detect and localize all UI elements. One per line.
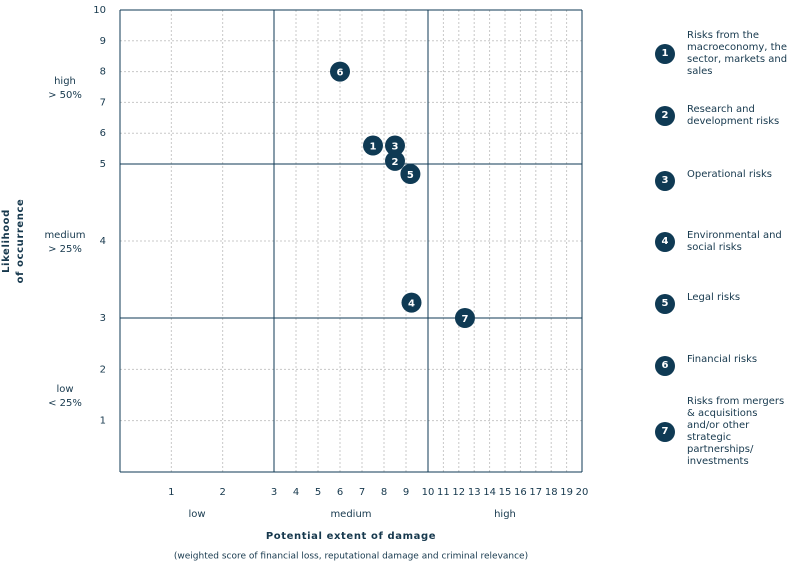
x-tick-label: 14: [483, 487, 496, 498]
x-tick-label: 7: [359, 487, 365, 498]
legend-text: Financial risks: [687, 354, 758, 365]
risk-point-label: 3: [392, 142, 399, 153]
risk-point-label: 6: [337, 68, 344, 79]
risk-point-label: 7: [461, 314, 468, 325]
x-tick-label: 19: [560, 487, 573, 498]
legend-item: 6 Financial risks: [655, 354, 795, 376]
x-tick-label: 2: [219, 487, 225, 498]
risk-point: [385, 150, 405, 171]
x-tick-label: 4: [293, 487, 299, 498]
legend-item: 7 Risks from mergers & acquisitions and/o…: [655, 396, 795, 468]
y-tick-label: 5: [100, 159, 106, 170]
y-axis-title-group: Likelihood of occurrence: [1, 199, 26, 284]
risk-point-label: 4: [408, 299, 415, 310]
risk-point-label: 5: [407, 170, 414, 181]
legend-badge: 1: [655, 44, 675, 64]
risk-point-label: 1: [370, 142, 377, 153]
x-tick-label: 9: [403, 487, 409, 498]
y-tick-label: 9: [100, 36, 106, 47]
risk-point: [400, 164, 421, 185]
legend-text: Risks from the macroeconomy, the sector,…: [687, 30, 788, 77]
x-tick-label: 8: [381, 487, 387, 498]
legend-item: 5 Legal risks: [655, 292, 795, 314]
legend-badge: 7: [655, 422, 675, 442]
x-tick-label: 13: [468, 487, 481, 498]
y-region-note: > 25%: [48, 244, 82, 255]
y-axis-title: of occurrence: [15, 199, 26, 284]
x-tick-label: 20: [576, 487, 589, 498]
y-region-note: < 25%: [48, 398, 82, 409]
y-tick-label: 4: [100, 236, 106, 247]
legend-text: Legal risks: [687, 292, 741, 303]
risk-point: [330, 61, 350, 82]
legend-item: 1 Risks from the macroeconomy, the sector…: [655, 30, 795, 78]
risk-point: [454, 308, 475, 328]
x-region-label: low: [188, 509, 205, 520]
y-region-label: high: [54, 76, 76, 87]
x-axis-title: Potential extent of damage: [266, 531, 436, 542]
risk-point: [363, 135, 383, 156]
y-tick-label: 1: [100, 416, 106, 427]
y-tick-label: 3: [100, 313, 106, 324]
risk-point: [401, 292, 422, 313]
x-tick-label: 6: [337, 487, 343, 498]
x-tick-label: 15: [499, 487, 512, 498]
legend-badge: 2: [655, 106, 675, 126]
x-region-label: medium: [330, 509, 371, 520]
x-tick-label: 3: [271, 487, 277, 498]
y-tick-label: 10: [93, 5, 106, 16]
x-axis-subtitle: (weighted score of financial loss, reput…: [174, 552, 528, 562]
y-tick-label: 8: [100, 67, 106, 78]
y-region-label: medium: [44, 230, 85, 241]
legend-badge: 6: [655, 356, 675, 376]
x-tick-label: 17: [529, 487, 542, 498]
y-tick-label: 2: [100, 364, 106, 375]
legend-badge: 3: [655, 171, 675, 191]
x-region-label: high: [494, 509, 516, 520]
x-tick-label: 11: [437, 487, 450, 498]
legend-item: 2 Research and development risks: [655, 104, 795, 128]
x-tick-label: 18: [545, 487, 558, 498]
x-tick-label: 1: [168, 487, 174, 498]
y-tick-label: 7: [100, 97, 106, 108]
risk-point: [385, 135, 405, 156]
legend-text: Risks from mergers & acquisitions and/or…: [687, 396, 785, 467]
risk-point-label: 2: [392, 157, 399, 168]
x-tick-label: 10: [422, 487, 435, 498]
y-tick-label: 6: [100, 128, 106, 139]
legend-badge: 5: [655, 294, 675, 314]
legend-item: 3 Operational risks: [655, 169, 795, 191]
legend-text: Operational risks: [687, 169, 772, 180]
x-tick-label: 5: [315, 487, 321, 498]
y-region-note: > 50%: [48, 90, 82, 101]
y-axis-title: Likelihood: [1, 209, 12, 273]
y-region-label: low: [56, 384, 73, 395]
legend-text: Research and development risks: [687, 104, 780, 127]
x-tick-label: 16: [514, 487, 527, 498]
legend-text: Environmental and social risks: [687, 230, 782, 253]
legend-badge: 4: [655, 232, 675, 252]
x-tick-label: 12: [452, 487, 465, 498]
legend-item: 4 Environmental and social risks: [655, 230, 795, 254]
